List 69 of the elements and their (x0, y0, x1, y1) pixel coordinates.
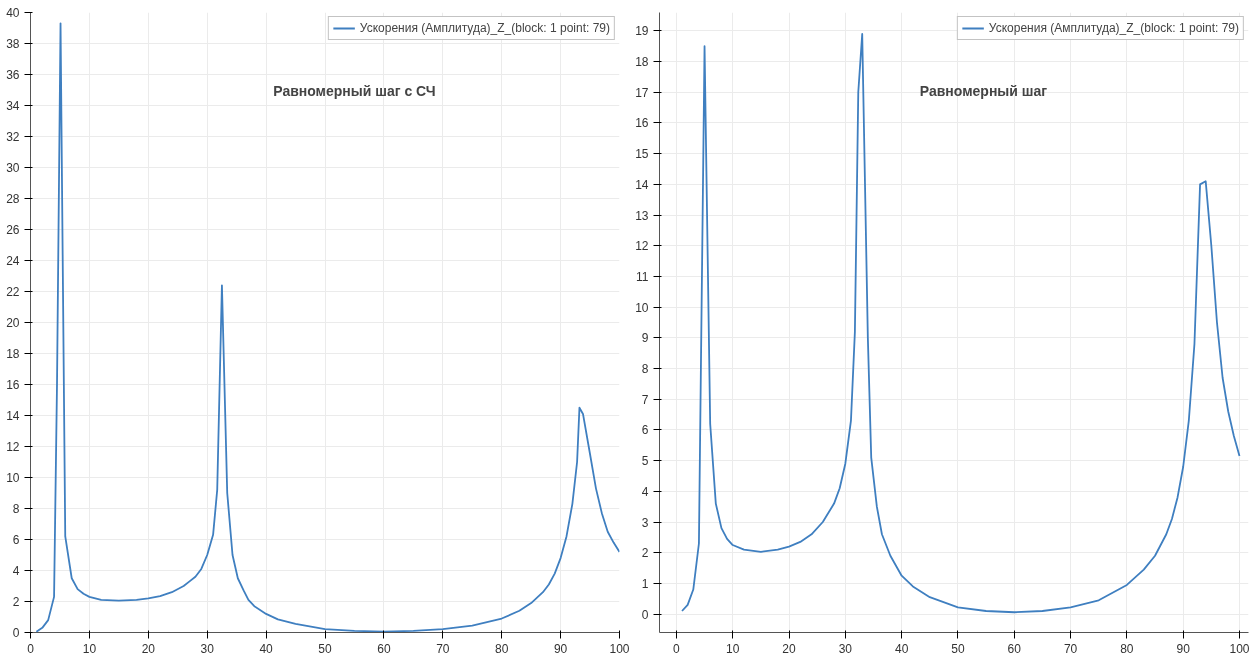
y-tick-label: 8 (12, 502, 20, 516)
y-tick-label: 11 (636, 269, 649, 284)
annotation: Равномерный шаг (919, 83, 1048, 100)
y-tick-label: 6 (641, 423, 649, 438)
y-tick-label: 10 (6, 471, 20, 485)
x-tick-label: 0 (673, 641, 681, 656)
y-tick-label: 19 (635, 24, 649, 39)
y-tick-label: 9 (641, 331, 649, 346)
y-tick-label: 17 (635, 85, 649, 100)
y-tick-label: 7 (641, 392, 649, 407)
y-tick-label: 2 (12, 595, 20, 609)
y-tick-label: 18 (6, 347, 20, 361)
y-tick-label: 4 (12, 564, 20, 578)
x-tick-label: 40 (259, 641, 274, 656)
y-tick-label: 22 (6, 285, 20, 299)
y-tick-label: 40 (6, 6, 20, 20)
x-tick-label: 20 (782, 641, 797, 656)
legend-label: Ускорения (Амплитуда)_Z_(block: 1 point: 79) (359, 21, 610, 35)
x-tick-label: 40 (894, 641, 909, 656)
y-tick-label: 3 (641, 515, 649, 530)
y-tick-label: 14 (6, 409, 20, 423)
y-tick-label: 0 (12, 626, 20, 640)
y-tick-label: 12 (6, 440, 20, 454)
y-tick-label: 38 (6, 37, 20, 51)
y-tick-label: 34 (6, 99, 20, 113)
y-tick-label: 18 (635, 55, 649, 70)
y-tick-label: 10 (635, 300, 649, 315)
x-tick-label: 70 (1063, 641, 1078, 656)
x-tick-label: 60 (1007, 641, 1022, 656)
y-tick-label: 14 (635, 177, 649, 192)
x-tick-label: 100 (609, 641, 630, 656)
legend-label: Ускорения (Амплитуда)_Z_(block: 1 point: 79) (988, 21, 1239, 35)
y-tick-label: 2 (641, 546, 649, 561)
x-tick-label: 100 (1229, 641, 1250, 656)
x-tick-label: 0 (27, 641, 35, 656)
x-tick-label: 50 (951, 641, 965, 656)
x-tick-label: 80 (495, 641, 509, 656)
line-series (35, 22, 620, 633)
y-tick-label: 30 (6, 161, 20, 175)
y-tick-label: 12 (635, 239, 649, 254)
x-tick-label: 30 (838, 641, 853, 656)
x-tick-label: 90 (1176, 641, 1191, 656)
y-tick-label: 16 (6, 378, 20, 392)
y-tick-label: 36 (6, 68, 20, 82)
line-series (681, 33, 1241, 614)
x-tick-label: 50 (318, 641, 332, 656)
y-tick-label: 4 (641, 484, 649, 499)
y-tick-label: 15 (635, 147, 649, 162)
y-tick-label: 0 (641, 607, 649, 622)
x-tick-label: 10 (726, 641, 740, 656)
y-tick-label: 28 (6, 192, 20, 206)
x-tick-label: 10 (82, 641, 97, 656)
x-tick-label: 80 (1120, 641, 1134, 656)
y-tick-label: 26 (6, 223, 20, 237)
x-tick-label: 60 (377, 641, 391, 656)
annotation: Равномерный шаг с СЧ (273, 83, 436, 100)
y-tick-label: 20 (6, 316, 20, 330)
x-tick-label: 30 (200, 641, 215, 656)
y-tick-label: 13 (635, 208, 649, 223)
y-tick-label: 1 (641, 576, 649, 591)
y-tick-label: 32 (6, 130, 20, 144)
y-tick-label: 24 (6, 254, 20, 268)
y-tick-label: 6 (12, 533, 20, 547)
x-tick-label: 90 (553, 641, 568, 656)
x-tick-label: 20 (141, 641, 156, 656)
y-tick-label: 8 (641, 362, 649, 377)
y-tick-label: 5 (641, 454, 649, 469)
y-tick-label: 16 (635, 116, 649, 131)
x-tick-label: 70 (436, 641, 450, 656)
